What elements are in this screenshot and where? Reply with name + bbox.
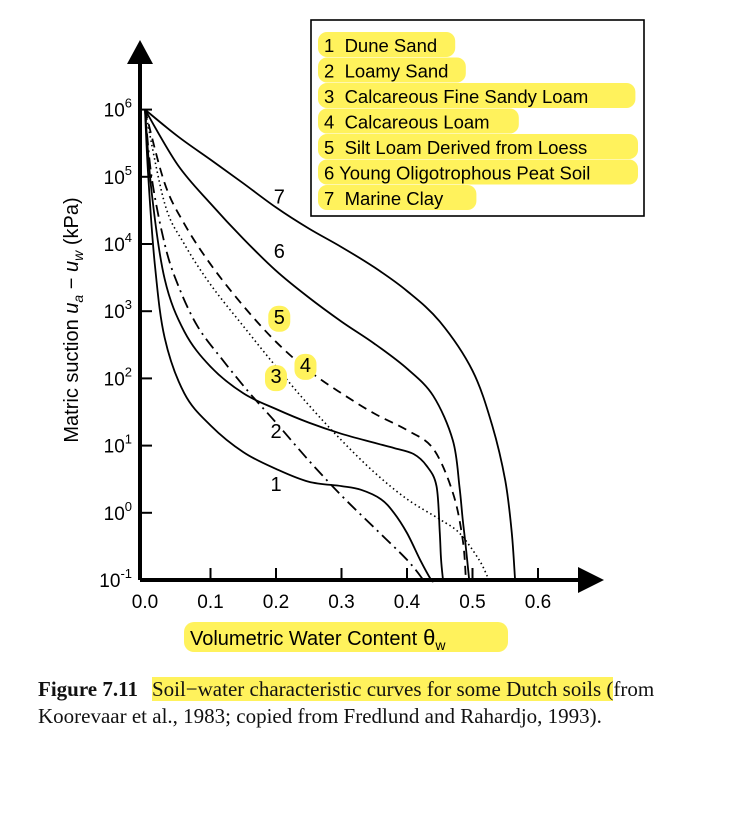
ylabel-minus: − xyxy=(61,272,83,295)
legend: 1 Dune Sand 2 Loamy Sand 3 Calcareous Fine… xyxy=(310,19,645,217)
legend-entry-highlight xyxy=(318,159,638,185)
legend-entry-6: 6 Young Oligotrophous Peat Soil xyxy=(324,163,590,184)
curve-label-highlight xyxy=(294,353,317,380)
series-line-5 xyxy=(144,109,467,581)
y-axis-arrow xyxy=(127,40,153,64)
legend-entry-3: 3 Calcareous Fine Sandy Loam xyxy=(324,86,588,107)
xlabel-subscript: w xyxy=(434,637,446,653)
x-tick-label: 0.2 xyxy=(263,592,289,613)
legend-entry-highlight xyxy=(318,185,477,210)
series-line-6 xyxy=(144,109,471,581)
legend-entry-highlight xyxy=(318,83,636,108)
y-tick-label: 105 xyxy=(104,163,132,189)
curve-label-7: 7 xyxy=(274,187,285,209)
x-tick-label: 0.1 xyxy=(197,592,223,613)
series-line-1 xyxy=(144,109,435,583)
x-axis-label: Volumetric Water Content θw xyxy=(190,625,446,653)
curve-label-1: 1 xyxy=(270,474,281,496)
x-tick-label: 0.6 xyxy=(525,592,551,613)
ylabel-prefix: Matric suction xyxy=(61,314,83,443)
ylabel-sub2: w xyxy=(70,250,86,261)
caption-plain-text: from Koorevaar et al., 1983; copied from… xyxy=(38,677,655,728)
legend-entry-highlight xyxy=(318,134,638,159)
legend-entry-4: 4 Calcareous Loam xyxy=(324,112,490,133)
ylabel-u1: u xyxy=(61,303,83,314)
curve-label-6: 6 xyxy=(274,241,285,263)
data-series xyxy=(144,108,516,583)
legend-entry-7: 7 Marine Clay xyxy=(324,188,444,209)
x-axis-arrow xyxy=(578,567,604,593)
legend-entry-highlight xyxy=(318,108,519,134)
curve-label-4: 4 xyxy=(300,355,311,377)
series-line-2 xyxy=(144,109,444,581)
x-tick-label: 0.3 xyxy=(328,592,354,613)
y-tick-label: 103 xyxy=(104,297,132,323)
curve-labels: 7 6 5 43 2 1 xyxy=(265,187,317,496)
ylabel-suffix: (kPa) xyxy=(61,197,83,250)
y-tick-label: 101 xyxy=(104,432,132,458)
legend-entry-1: 1 Dune Sand xyxy=(324,35,437,56)
ylabel-u2: u xyxy=(61,261,83,272)
curve-label-5: 5 xyxy=(274,307,285,329)
curve-label-2: 2 xyxy=(270,421,281,443)
y-tick-label: 10-1 xyxy=(99,566,132,592)
y-axis-label: Matric suction ua − uw (kPa) xyxy=(61,197,86,442)
legend-entry-5: 5 Silt Loam Derived from Loess xyxy=(324,137,587,158)
x-tick-label: 0.0 xyxy=(132,592,158,613)
x-axis-label-highlight xyxy=(184,622,508,652)
y-ticks: 106 105 104 103 102 101 100 10-1 xyxy=(99,96,152,592)
x-tick-label: 0.5 xyxy=(459,592,485,613)
ylabel-sub1: a xyxy=(70,295,86,303)
y-tick-label: 104 xyxy=(104,230,132,256)
y-tick-label: 102 xyxy=(104,364,132,390)
x-ticks: 0.0 0.1 0.2 0.3 0.4 0.5 0.6 xyxy=(132,568,551,613)
series-line-3 xyxy=(144,109,425,581)
legend-entry-highlight xyxy=(318,57,466,83)
chart-axes xyxy=(127,40,604,593)
figure-caption: Figure 7.11 Soil−water characteristic cur… xyxy=(38,676,698,730)
soil-water-chart: 0.0 0.1 0.2 0.3 0.4 0.5 0.6 106 105 104 103 102 101… xyxy=(61,19,645,653)
curve-label-highlight xyxy=(268,305,291,332)
legend-entry-highlight xyxy=(318,32,456,57)
x-tick-label: 0.4 xyxy=(394,592,421,613)
y-tick-label: 100 xyxy=(104,499,132,525)
legend-entry-2: 2 Loamy Sand xyxy=(324,61,448,82)
series-line-7 xyxy=(144,108,516,581)
xlabel-theta: θ xyxy=(423,625,435,650)
curve-label-highlight xyxy=(265,365,287,392)
xlabel-main: Volumetric Water Content xyxy=(190,628,418,650)
curve-label-3: 3 xyxy=(270,366,281,388)
y-tick-label: 106 xyxy=(104,96,132,122)
figure-label: Figure 7.11 xyxy=(38,677,138,701)
series-line-4 xyxy=(144,109,490,581)
caption-highlighted-text: Soil−water characteristic curves for som… xyxy=(151,677,614,701)
